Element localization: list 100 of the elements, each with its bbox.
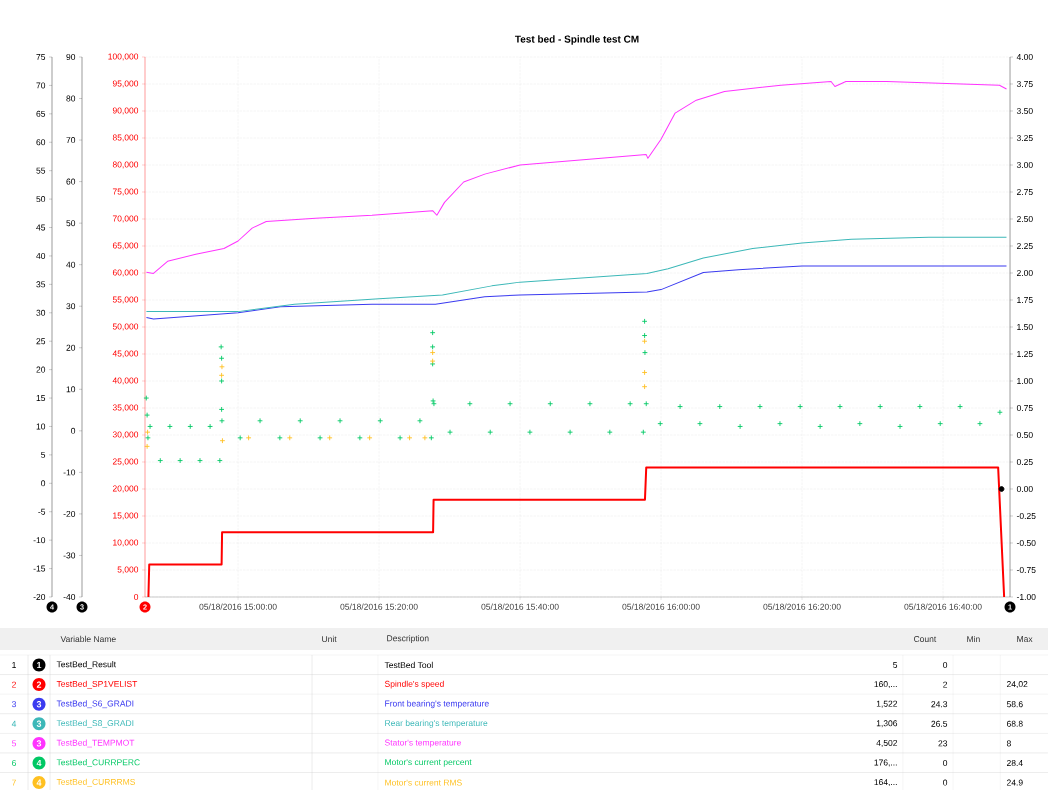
text: Stator's temperature bbox=[384, 739, 461, 748]
y-tick-label: 15 bbox=[36, 395, 46, 402]
y-tick-label: 20,000 bbox=[112, 485, 139, 493]
point bbox=[219, 363, 225, 370]
y-tick-label: 40 bbox=[36, 252, 46, 259]
x-tick-label: 05/18/2016 15:00:00 bbox=[199, 603, 277, 610]
y-tick-label: 0 bbox=[41, 480, 46, 487]
text: 1 bbox=[12, 662, 16, 668]
text: 2 bbox=[36, 681, 42, 688]
y-tick-label: 65 bbox=[36, 110, 46, 117]
y2-tick-label: 2.50 bbox=[1016, 216, 1033, 222]
y3-tick-label: 10 bbox=[66, 386, 76, 393]
text: Motor's current RMS bbox=[385, 779, 462, 786]
y2-tick-label: 0.25 bbox=[1016, 458, 1033, 465]
y-tick-label: 60,000 bbox=[112, 269, 139, 277]
y-tick-label: 35,000 bbox=[112, 404, 139, 412]
y-tick-label: 50 bbox=[36, 196, 46, 203]
point bbox=[429, 349, 436, 356]
y-tick-label: -10 bbox=[33, 537, 46, 544]
text: 164,... bbox=[874, 779, 897, 787]
y2-tick-label: 3.75 bbox=[1016, 81, 1033, 87]
text: Min bbox=[967, 635, 980, 643]
text: 2 bbox=[943, 681, 948, 688]
text: 24,02 bbox=[1006, 681, 1028, 689]
y2-tick-label: 0.00 bbox=[1016, 486, 1033, 492]
chart-title: Test bed - Spindle test CM bbox=[514, 35, 639, 45]
text: 24.3 bbox=[931, 701, 948, 708]
x-tick-label: 05/18/2016 16:20:00 bbox=[763, 603, 841, 610]
text: 1 bbox=[37, 661, 42, 669]
y2-tick-label: -0.25 bbox=[1016, 513, 1036, 519]
y-tick-label: 5,000 bbox=[117, 566, 139, 574]
text: TestBed Tool bbox=[384, 661, 433, 669]
text: Rear bearing's temperature bbox=[385, 719, 488, 728]
y3-tick-label: 90 bbox=[66, 53, 76, 60]
y2-tick-label: 1.00 bbox=[1017, 378, 1033, 384]
legend-label: TestBed_S8_GRADI bbox=[56, 719, 134, 728]
y2-tick-label: -1.00 bbox=[1016, 593, 1036, 600]
y-tick-label: 80,000 bbox=[112, 161, 139, 169]
text: 3 bbox=[36, 720, 42, 727]
y-tick-label: -5 bbox=[38, 508, 46, 515]
text: 0 bbox=[943, 662, 948, 668]
text: 160,... bbox=[874, 681, 897, 689]
legend-label: TestBed_TEMPMOT bbox=[56, 739, 135, 748]
y-tick-label: -15 bbox=[33, 565, 46, 572]
point bbox=[366, 434, 373, 441]
point bbox=[144, 429, 151, 435]
y-tick-label: 25 bbox=[36, 338, 46, 345]
text: 26.5 bbox=[931, 720, 948, 727]
legend-label: TestBed_CURRPERC bbox=[56, 759, 140, 767]
text: 0 bbox=[943, 779, 948, 786]
x-tick-label: 05/18/2016 15:40:00 bbox=[481, 603, 559, 610]
point bbox=[286, 434, 293, 441]
text: 4 bbox=[11, 720, 17, 727]
text: 5 bbox=[893, 662, 898, 668]
y3-tick-label: 70 bbox=[66, 137, 76, 144]
point bbox=[144, 443, 150, 450]
point bbox=[641, 369, 648, 376]
y-tick-label: 45 bbox=[36, 224, 46, 231]
x-tick-label: 05/18/2016 16:00:00 bbox=[622, 603, 700, 610]
y-tick-label: 35 bbox=[36, 281, 46, 288]
point bbox=[641, 383, 648, 390]
text: 3 bbox=[11, 701, 16, 708]
point bbox=[218, 372, 225, 379]
y2-tick-label: 4.00 bbox=[1016, 54, 1033, 60]
y2-tick-label: 2.75 bbox=[1016, 189, 1033, 195]
text: 4 bbox=[36, 779, 42, 786]
text: 5 bbox=[11, 740, 17, 747]
text: 1,306 bbox=[876, 720, 898, 728]
y-tick-label: 55 bbox=[36, 167, 46, 174]
point bbox=[422, 434, 428, 441]
y-tick-label: 75,000 bbox=[112, 188, 139, 196]
y-tick-label: -20 bbox=[33, 593, 46, 600]
y2-tick-label: 1.25 bbox=[1017, 351, 1033, 357]
text: 68.8 bbox=[1006, 720, 1023, 727]
text: 7 bbox=[12, 779, 16, 786]
y-tick-label: 70 bbox=[36, 82, 46, 89]
y-tick-label: 75 bbox=[36, 54, 46, 60]
y2-tick-label: -0.50 bbox=[1016, 540, 1036, 546]
text: Front bearing's temperature bbox=[385, 700, 489, 709]
y-tick-label: 40,000 bbox=[112, 377, 139, 385]
y2-tick-label: 3.25 bbox=[1016, 135, 1033, 141]
text: 4 bbox=[36, 759, 42, 767]
y3-tick-label: 50 bbox=[66, 220, 76, 227]
text: Variable Name bbox=[60, 635, 116, 643]
text: Count bbox=[913, 636, 937, 642]
point bbox=[406, 434, 413, 441]
y-tick-label: 20 bbox=[36, 366, 46, 373]
line-series bbox=[145, 236, 1007, 313]
y3-tick-label: -20 bbox=[63, 510, 76, 517]
y3-tick-label: -30 bbox=[63, 552, 76, 559]
text: Spindle's speed bbox=[384, 680, 444, 689]
text: Max bbox=[1017, 636, 1033, 642]
y3-tick-label: 30 bbox=[66, 303, 76, 310]
y2-tick-label: 2.00 bbox=[1016, 269, 1033, 276]
line-series bbox=[145, 80, 1007, 274]
y-tick-label: 70,000 bbox=[112, 215, 139, 223]
y-tick-label: 30,000 bbox=[112, 431, 139, 439]
y2-tick-label: -0.75 bbox=[1016, 566, 1036, 573]
point bbox=[641, 338, 648, 345]
y-tick-label: 85,000 bbox=[112, 134, 139, 142]
